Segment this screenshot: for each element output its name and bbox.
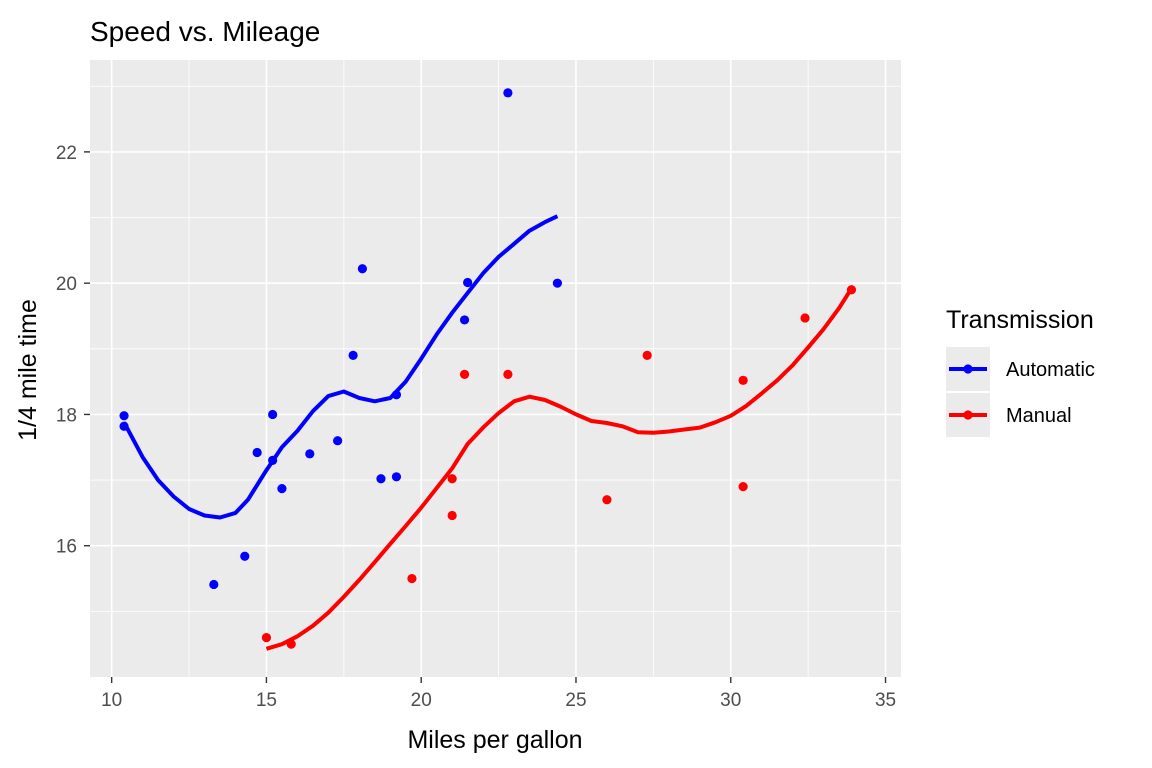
x-tick-label: 15 (256, 690, 277, 711)
legend-point-icon (963, 364, 973, 374)
series-automatic (119, 88, 563, 590)
y-tick-label: 22 (56, 143, 77, 164)
data-point-manual (738, 482, 748, 492)
data-point-manual (800, 313, 810, 323)
x-tick-label: 30 (720, 690, 741, 711)
data-point-automatic (463, 277, 473, 288)
smooth-line-manual (265, 287, 854, 651)
data-point-manual (447, 510, 457, 521)
grid-major (90, 60, 901, 677)
data-point-automatic (552, 278, 563, 288)
grid-minor (90, 60, 901, 677)
x-tick-label: 10 (101, 690, 122, 711)
x-tick-label: 25 (565, 690, 586, 711)
legend-keys: Automatic Manual (946, 347, 1095, 437)
data-point-automatic (503, 88, 513, 98)
legend-label-manual: Manual (1006, 405, 1072, 427)
data-point-automatic (376, 474, 386, 484)
x-axis-label: Miles per gallon (407, 726, 582, 754)
data-point-automatic (240, 551, 250, 561)
y-tick-label: 20 (56, 274, 77, 295)
legend-title: Transmission (946, 306, 1094, 334)
data-point-automatic (305, 449, 315, 459)
data-point-manual (261, 633, 272, 643)
data-point-automatic (119, 411, 129, 421)
data-point-manual (407, 573, 417, 584)
data-point-manual (459, 369, 470, 380)
data-point-automatic (348, 350, 358, 360)
chart-title: Speed vs. Mileage (90, 16, 320, 47)
data-point-automatic (268, 409, 278, 420)
series-manual (261, 285, 857, 651)
data-point-automatic (252, 447, 262, 458)
x-tick-label: 35 (875, 690, 896, 711)
x-axis: 10 15 20 25 30 35 (101, 677, 896, 711)
data-point-automatic (333, 436, 343, 446)
y-axis-label: 1/4 mile time (14, 299, 42, 441)
data-point-automatic (459, 315, 470, 325)
legend-label-automatic: Automatic (1006, 359, 1095, 381)
data-point-manual (602, 495, 612, 505)
legend-key-automatic: Automatic (946, 347, 1095, 391)
data-point-manual (503, 369, 513, 380)
data-point-automatic (357, 264, 367, 274)
y-tick-label: 18 (56, 405, 77, 426)
data-point-manual (738, 375, 748, 385)
smooth-line-automatic (122, 214, 559, 520)
y-tick-label: 16 (56, 537, 77, 558)
legend-point-icon (963, 410, 973, 420)
data-point-manual (642, 350, 652, 360)
y-axis: 16 18 20 22 (56, 143, 90, 558)
data-point-automatic (391, 472, 402, 482)
legend: Transmission Automatic Manual (946, 306, 1095, 437)
data-point-manual (447, 474, 457, 484)
plot-panel (90, 60, 901, 677)
data-point-automatic (277, 484, 287, 494)
legend-key-manual: Manual (946, 393, 1072, 437)
data-point-automatic (209, 579, 219, 590)
series-layer (119, 88, 857, 651)
x-tick-label: 20 (411, 690, 432, 711)
